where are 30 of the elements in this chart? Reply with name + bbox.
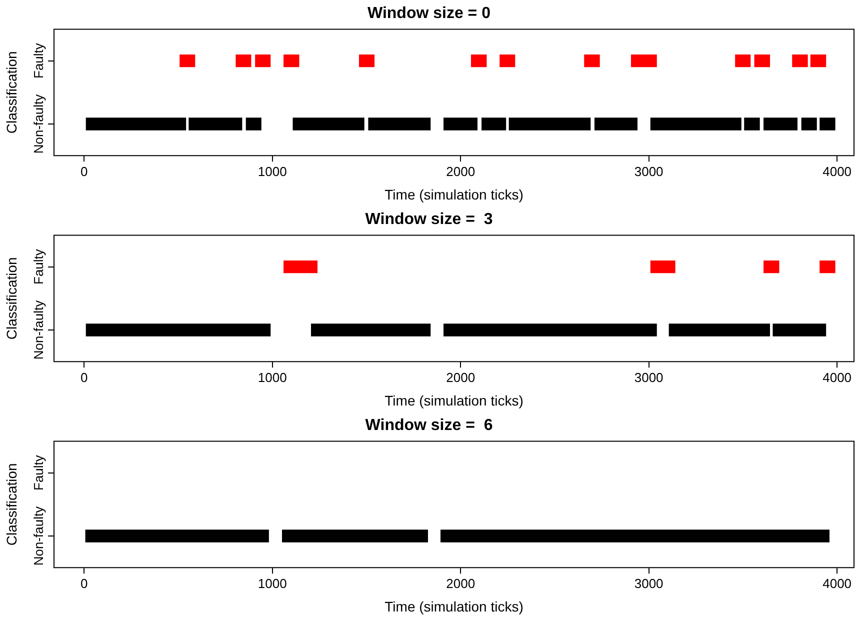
x-tick-label: 2000 [446,576,476,591]
x-tick-label: 0 [80,370,88,385]
x-tick-label: 1000 [258,576,287,591]
x-tick-label: 3000 [634,164,664,179]
y-tick-label: Faulty [31,454,46,491]
x-tick-label: 4000 [822,576,852,591]
x-tick-label: 4000 [822,164,852,179]
x-tick-label: 2000 [446,164,476,179]
y-tick-label: Faulty [31,42,46,79]
y-tick-label: Faulty [31,248,46,285]
chart-title: Window size = 0 [368,5,491,22]
y-tick-label: Non-faulty [31,506,46,566]
x-tick-label: 3000 [634,576,664,591]
x-tick-label: 4000 [822,370,852,385]
y-axis-title: Classification [3,257,20,340]
chart-title: Window size = 3 [365,211,493,228]
x-tick-label: 1000 [258,164,287,179]
x-axis-title: Time (simulation ticks) [384,598,524,614]
x-tick-label: 3000 [634,370,664,385]
y-tick-label: Non-faulty [31,300,46,360]
x-tick-label: 0 [80,576,88,591]
x-tick-label: 1000 [258,370,287,385]
x-axis-title: Time (simulation ticks) [384,392,524,408]
y-axis-title: Classification [3,463,20,546]
y-axis-title: Classification [3,51,20,134]
chart-title: Window size = 6 [365,417,493,434]
y-tick-label: Non-faulty [31,94,46,154]
x-tick-label: 0 [80,164,88,179]
x-axis-title: Time (simulation ticks) [384,186,524,202]
x-tick-label: 2000 [446,370,476,385]
